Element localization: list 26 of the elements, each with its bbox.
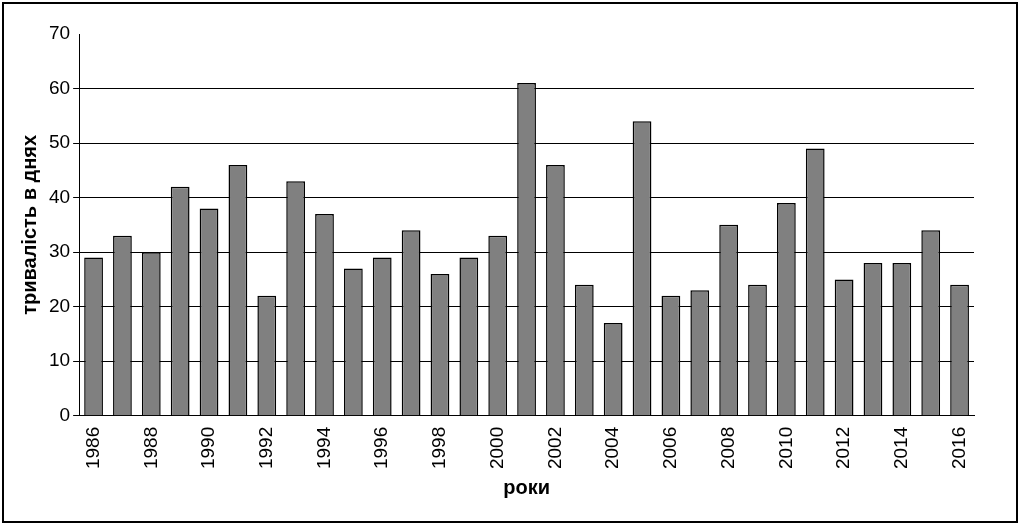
x-tick-label: 1996 bbox=[370, 426, 392, 470]
x-tick-label: 1998 bbox=[428, 426, 450, 470]
y-tick-label: 10 bbox=[48, 349, 71, 371]
x-tick-label: 1986 bbox=[81, 426, 103, 470]
x-tick-label: 2000 bbox=[485, 426, 507, 470]
x-tick-label: 1992 bbox=[255, 426, 276, 470]
y-tick-label: 60 bbox=[48, 76, 71, 98]
x-tick-label: 1988 bbox=[139, 426, 161, 470]
x-tick-label: 2008 bbox=[716, 426, 738, 470]
x-tick-label: 2004 bbox=[601, 426, 623, 470]
y-tick-label: 0 bbox=[59, 403, 71, 425]
x-tick-label: 1990 bbox=[197, 426, 219, 470]
y-tick-label: 50 bbox=[48, 131, 71, 153]
x-tick-label: 2016 bbox=[947, 426, 969, 470]
y-tick-label: 70 bbox=[48, 22, 71, 44]
y-tick-label: 20 bbox=[48, 294, 71, 316]
x-axis-title: роки bbox=[503, 475, 550, 498]
x-tick-label: 2010 bbox=[774, 426, 796, 470]
y-tick-label: 30 bbox=[48, 240, 71, 262]
x-tick-label: 1994 bbox=[312, 426, 334, 470]
x-tick-label: 2012 bbox=[832, 426, 854, 470]
y-axis-title: тривалість в днях bbox=[17, 134, 40, 315]
y-tick-label: 40 bbox=[48, 185, 71, 207]
x-tick-label: 2006 bbox=[659, 426, 681, 470]
x-tick-label: 2002 bbox=[543, 426, 565, 470]
x-tick-label: 2014 bbox=[890, 426, 912, 470]
